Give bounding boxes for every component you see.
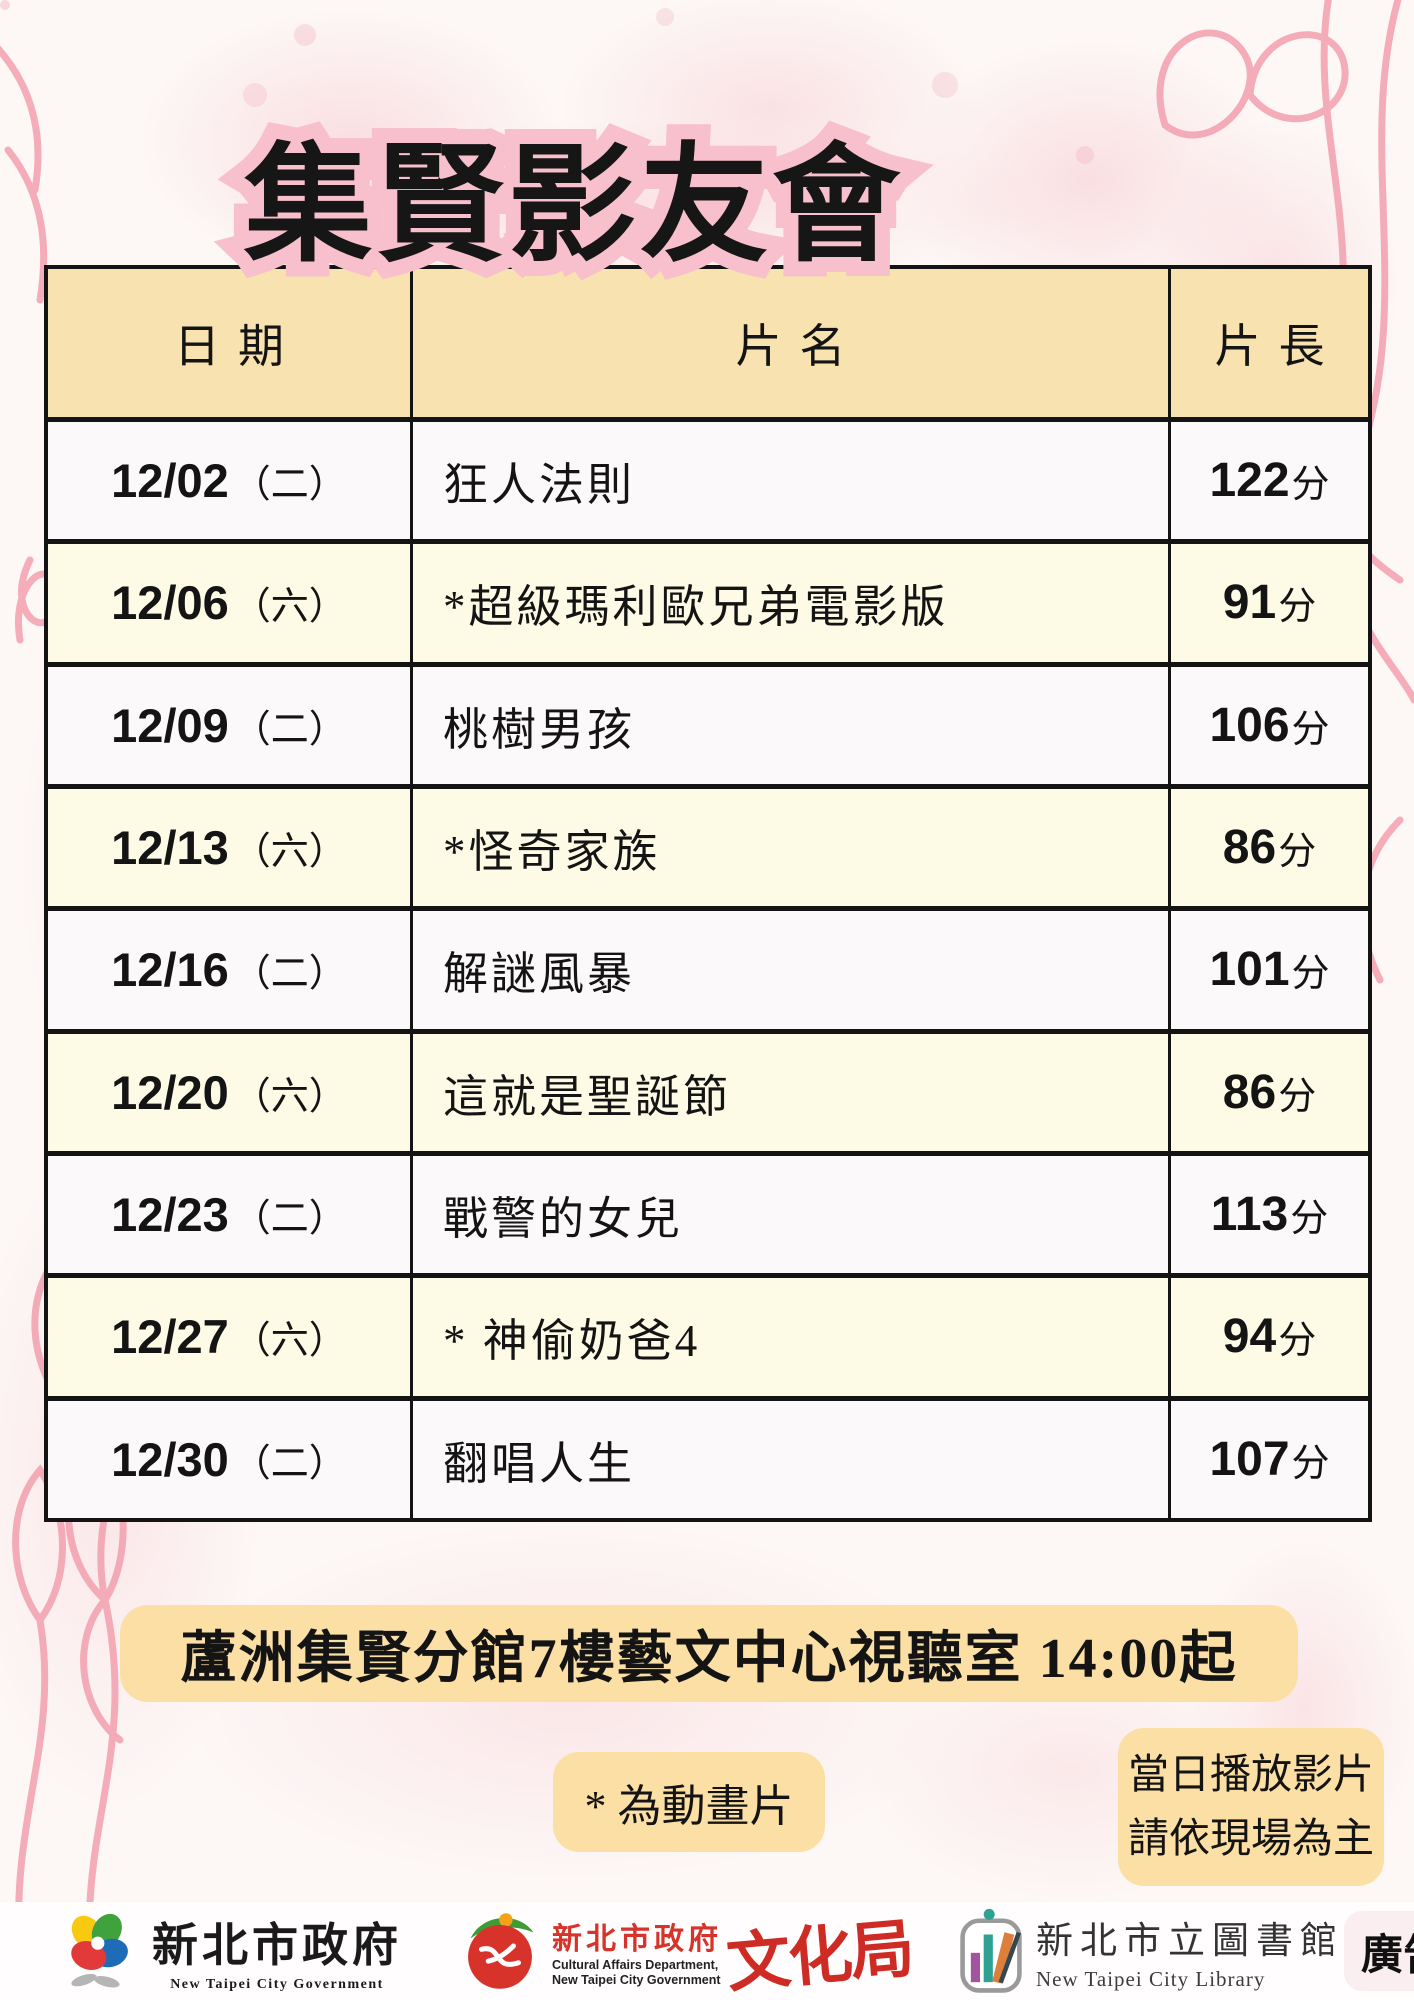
page-title: 集賢影友會 [244, 132, 904, 280]
row-film: 戰警的女兒 [413, 1156, 1168, 1274]
disclaimer-line: 請依現場為主 [1128, 1815, 1374, 1861]
cultural-logo-text: 新北市政府 Cultural Affairs Department, New T… [552, 1914, 722, 1988]
column-header-film: 片名 [413, 269, 1168, 417]
weekday-value: （二） [232, 1442, 347, 1485]
row-duration: 86 分 [1171, 789, 1368, 907]
row-film: 解謎風暴 [413, 911, 1168, 1029]
duration-value: 106 [1209, 698, 1290, 752]
row-date: 12/16 （二） [48, 911, 410, 1029]
row-film: 這就是聖誕節 [413, 1033, 1168, 1151]
row-duration: 94 分 [1171, 1278, 1368, 1396]
row-date: 12/23 （二） [48, 1156, 410, 1274]
date-value: 12/16 [111, 943, 229, 997]
duration-value: 101 [1209, 943, 1290, 997]
row-film: * 神偷奶爸4 [413, 1278, 1168, 1396]
row-film: 狂人法則 [413, 422, 1168, 540]
row-duration: 113 分 [1171, 1156, 1368, 1274]
row-duration: 91 分 [1171, 544, 1368, 662]
duration-unit: 分 [1291, 464, 1330, 507]
gov-name-en: New Taipei City Government [170, 1977, 384, 1992]
row-film: *怪奇家族 [413, 789, 1168, 907]
row-date: 12/09 （二） [48, 666, 410, 784]
row-date: 12/27 （六） [48, 1278, 410, 1396]
row-duration: 106 分 [1171, 666, 1368, 784]
date-value: 12/13 [111, 821, 229, 875]
library-name-en: New Taipei City Library [1036, 1967, 1266, 1991]
duration-unit: 分 [1291, 1442, 1330, 1485]
row-film: 翻唱人生 [413, 1400, 1168, 1518]
ntpc-government-logo [71, 1913, 128, 1988]
row-date: 12/02 （二） [48, 422, 410, 540]
animation-note: * 為動畫片 [553, 1752, 825, 1852]
disclaimer-note: 當日播放影片 請依現場為主 [1118, 1728, 1384, 1886]
cultural-name-en: New Taipei City Government [552, 1973, 721, 1987]
gov-name: 新北市政府 [152, 1920, 402, 1971]
duration-value: 86 [1222, 1065, 1277, 1119]
library-logo-text: 新北市立圖書館 New Taipei City Library [1036, 1910, 1344, 1992]
row-date: 12/06 （六） [48, 544, 410, 662]
duration-unit: 分 [1291, 953, 1330, 996]
row-duration: 107 分 [1171, 1400, 1368, 1518]
duration-unit: 分 [1278, 586, 1317, 629]
row-date: 12/20 （六） [48, 1033, 410, 1151]
duration-unit: 分 [1291, 708, 1330, 751]
footer-logos: 新北市政府 New Taipei City Government 新北市政府 C… [0, 1902, 1414, 2000]
row-duration: 122 分 [1171, 422, 1368, 540]
duration-value: 113 [1210, 1188, 1289, 1242]
date-value: 12/02 [111, 454, 229, 508]
date-value: 12/09 [111, 698, 229, 752]
watercolor-speckles [0, 0, 10, 10]
duration-value: 86 [1222, 821, 1277, 875]
ad-badge: 廣告 [1344, 1911, 1414, 1991]
duration-unit: 分 [1290, 1198, 1329, 1241]
row-film: *超級瑪利歐兄弟電影版 [413, 544, 1168, 662]
library-logo [960, 1908, 1022, 1993]
cultural-affairs-logo [468, 1913, 534, 1989]
column-header-duration: 片長 [1171, 269, 1368, 417]
schedule-table: 日期 片名 片長 12/02 （二） 狂人法則 122 分 12/06 （六） *超級… [44, 265, 1372, 1522]
weekday-value: （六） [232, 831, 347, 874]
duration-value: 122 [1209, 454, 1290, 508]
gov-logo-text: 新北市政府 New Taipei City Government [152, 1909, 402, 1993]
weekday-value: （二） [232, 953, 347, 996]
column-header-date: 日期 [48, 269, 410, 417]
cultural-bureau-calligraphy: 文化局 [723, 1913, 916, 2000]
duration-value: 107 [1209, 1432, 1290, 1486]
weekday-value: （二） [232, 464, 347, 507]
library-name: 新北市立圖書館 [1036, 1921, 1344, 1962]
row-duration: 101 分 [1171, 911, 1368, 1029]
date-value: 12/20 [111, 1065, 229, 1119]
duration-value: 91 [1222, 576, 1277, 630]
disclaimer-line: 當日播放影片 [1128, 1751, 1374, 1798]
row-date: 12/13 （六） [48, 789, 410, 907]
weekday-value: （六） [232, 586, 347, 629]
date-value: 12/27 [111, 1310, 229, 1364]
date-value: 12/30 [111, 1432, 229, 1486]
cultural-name-en: Cultural Affairs Department, [552, 1958, 719, 1972]
row-date: 12/30 （二） [48, 1400, 410, 1518]
cultural-name: 新北市政府 [552, 1923, 722, 1956]
weekday-value: （二） [232, 1198, 347, 1241]
date-value: 12/06 [111, 576, 229, 630]
duration-unit: 分 [1278, 1075, 1317, 1118]
duration-unit: 分 [1278, 1320, 1317, 1363]
weekday-value: （六） [232, 1075, 347, 1118]
venue-banner: 蘆洲集賢分館7樓藝文中心視聽室 14:00起 [120, 1605, 1298, 1702]
duration-value: 94 [1222, 1310, 1277, 1364]
date-value: 12/23 [111, 1188, 229, 1242]
row-film: 桃樹男孩 [413, 666, 1168, 784]
duration-unit: 分 [1278, 831, 1317, 874]
row-duration: 86 分 [1171, 1033, 1368, 1151]
weekday-value: （二） [232, 708, 347, 751]
weekday-value: （六） [232, 1320, 347, 1363]
